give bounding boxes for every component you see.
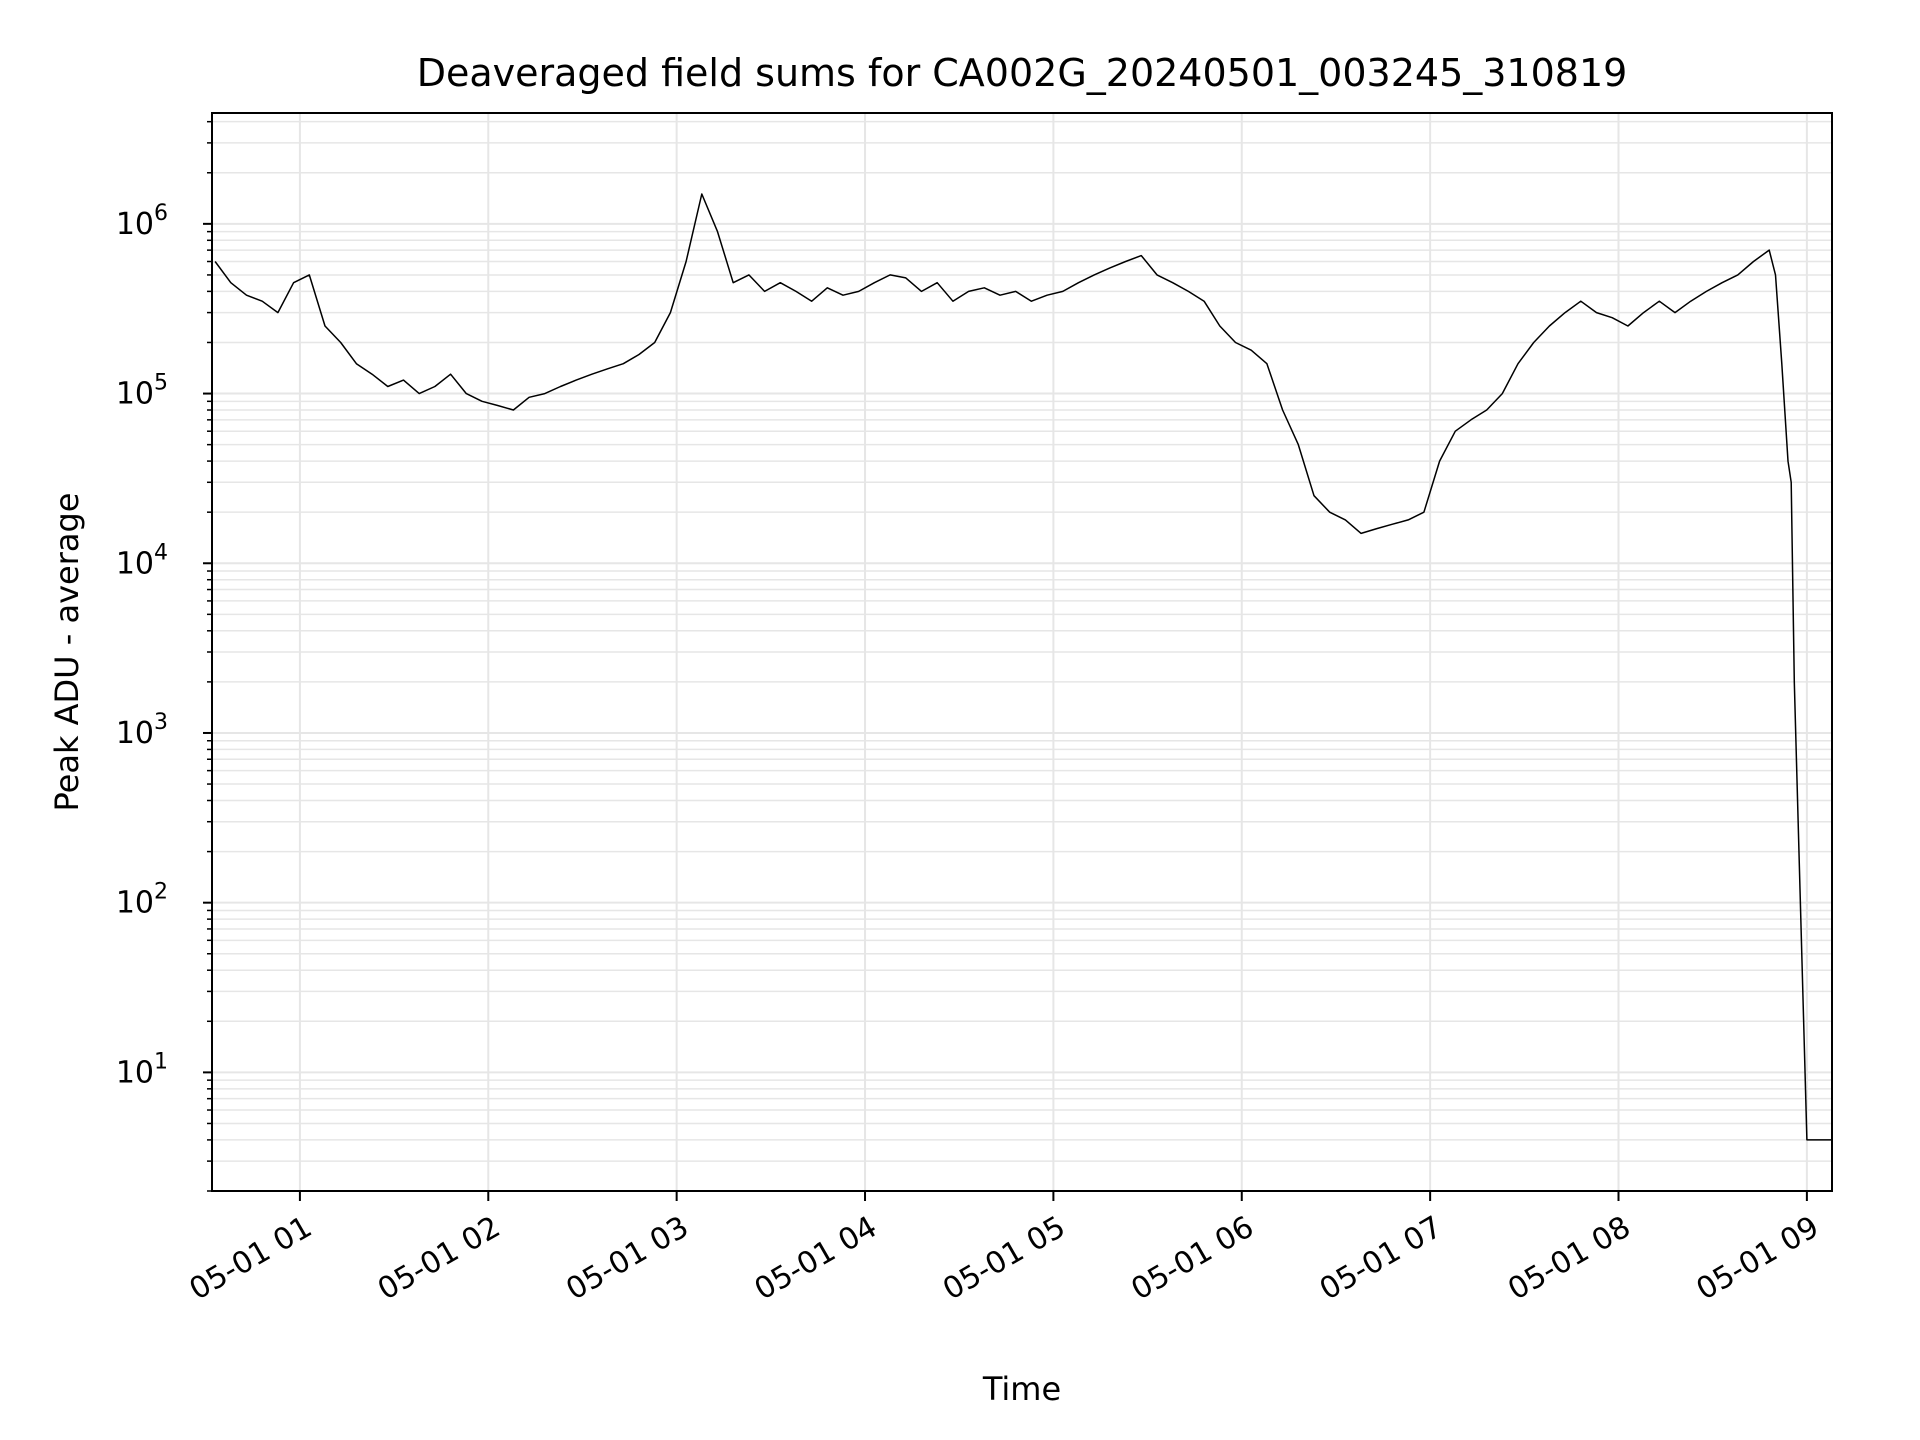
y-tick-label: 105 [116,371,168,412]
y-tick-label: 102 [116,880,168,921]
x-axis-label: Time [982,1370,1061,1408]
y-tick-label: 106 [116,201,168,242]
y-tick-label: 104 [116,540,168,581]
y-tick-label: 101 [116,1049,168,1090]
series-line [214,193,1832,1141]
grid [212,113,1832,1192]
y-axis-label: Peak ADU - average [48,493,86,812]
y-tick-label: 103 [116,710,168,751]
chart-title: Deaveraged field sums for CA002G_2024050… [417,51,1628,95]
data-layer [214,193,1832,1141]
